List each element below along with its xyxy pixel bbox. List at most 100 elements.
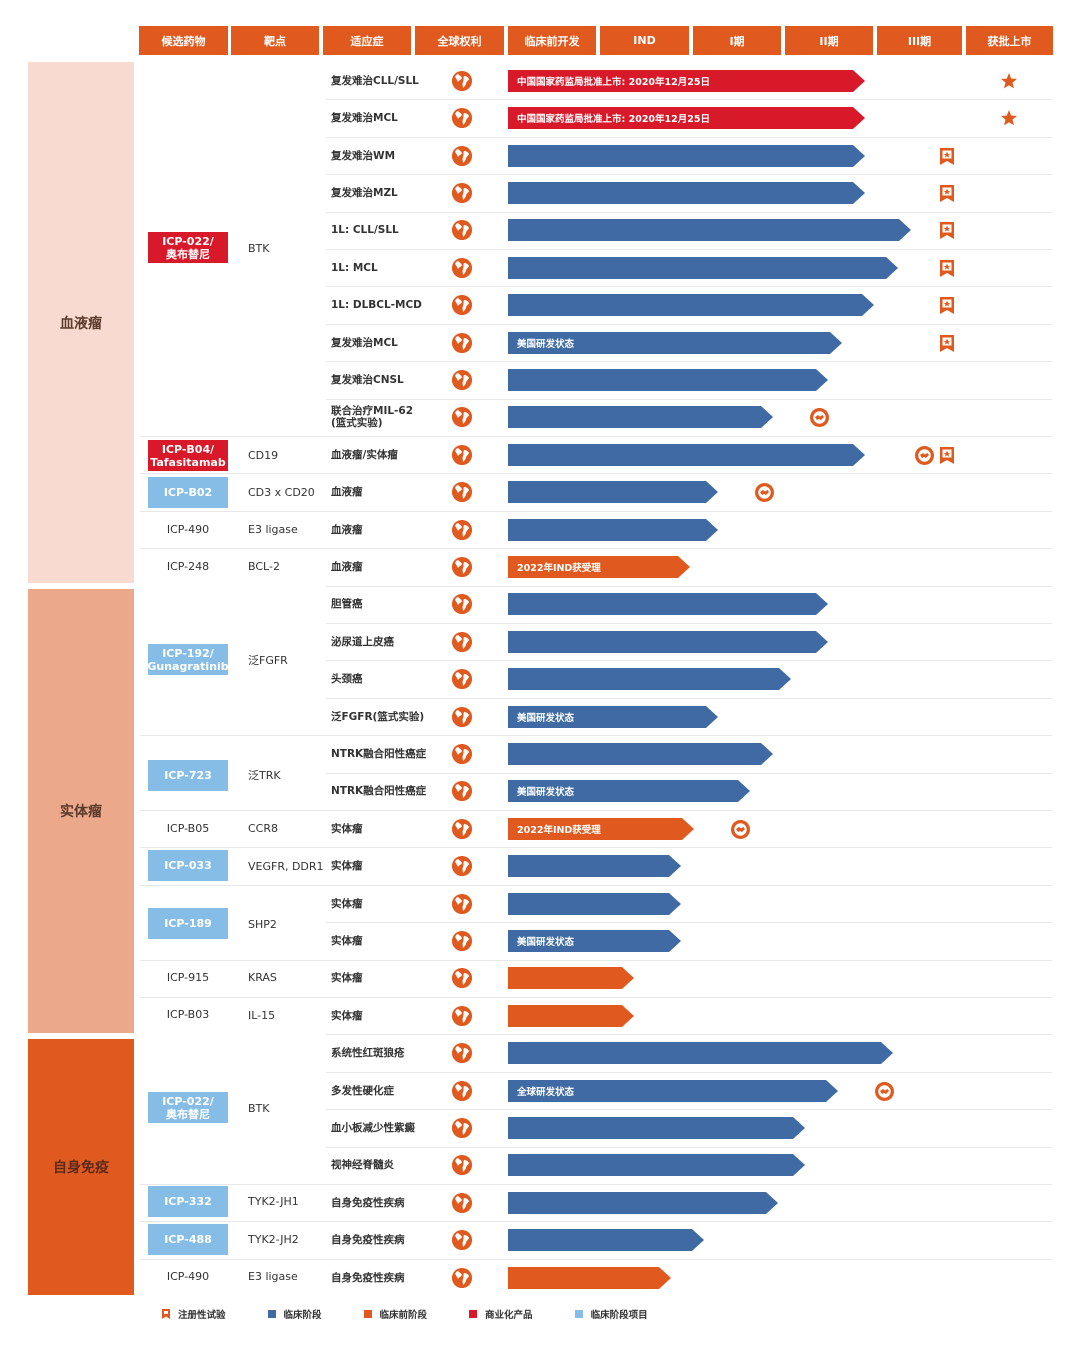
indication-label: 复发难治CNSL [331,374,404,386]
globe-icon [452,1081,472,1101]
indication-label: 实体瘤 [331,935,363,947]
group-separator [140,436,1052,437]
drug-icp-033: ICP-033 [148,850,228,881]
target-kras: KRAS [248,970,277,984]
group-separator [140,810,1052,811]
globe-icon [452,669,472,689]
indication-label: 复发难治CLL/SLL [331,75,419,87]
pipeline-bar [508,1154,805,1176]
row-separator [326,399,1052,400]
indication-label: 实体瘤 [331,1010,363,1022]
legend-label: 临床前阶段 [379,1310,428,1321]
group-separator [140,511,1052,512]
row-separator [326,773,1052,774]
row-separator [326,137,1052,138]
globe-icon [452,1193,472,1213]
legend-item-registrational: 注册性试验 [162,1307,226,1321]
row-separator [326,212,1052,213]
pipeline-bar [508,481,718,503]
pipeline-bar [508,519,718,541]
group-separator [140,1221,1052,1222]
indication-label: 多发性硬化症 [331,1085,394,1097]
target-ccr8: CCR8 [248,821,279,835]
legend-swatch [267,1310,276,1318]
indication-label: 实体瘤 [331,972,363,984]
globe-icon [452,258,472,278]
row-separator [326,1147,1052,1148]
legend-swatch [574,1310,583,1318]
registrational-trial-icon [940,297,954,314]
indication-label: 泌尿道上皮癌 [331,636,394,648]
drug-icp-915: ICP-915 [166,971,210,984]
pipeline-bar: 全球研发状态 [508,1080,838,1102]
globe-icon [452,146,472,166]
registrational-trial-icon [940,185,954,202]
pipeline-bar [508,668,791,690]
target-tyk2-jh2: TYK2-JH2 [248,1232,299,1246]
pipeline-bar [508,855,681,877]
indication-label: 自身免疫性疾病 [331,1272,405,1284]
row-separator [326,361,1052,362]
globe-icon [452,781,472,801]
globe-icon [452,295,472,315]
globe-icon [452,1155,472,1175]
pipeline-bar [508,743,773,765]
pipeline-bar [508,406,773,428]
globe-icon [452,220,472,240]
legend-swatch [469,1310,478,1318]
header-target: 靶点 [231,26,319,55]
indication-label: 头颈癌 [331,673,363,685]
indication-label: 实体瘤 [331,823,363,835]
pipeline-bar: 中国国家药监局批准上市: 2020年12月25日 [508,70,865,92]
indication-label: 血液瘤/实体瘤 [331,449,398,461]
globe-icon [452,594,472,614]
pipeline-bar [508,893,681,915]
category-label: 血液瘤 [60,315,102,332]
approved-star-icon [1000,109,1018,127]
row-separator [326,286,1052,287]
globe-icon [452,183,472,203]
pipeline-bar: 美国研发状态 [508,930,681,952]
partnership-icon [915,446,934,465]
indication-label: 1L: MCL [331,262,378,274]
partnership-icon [810,408,829,427]
category-solid-tumor: 实体瘤 [28,589,134,1033]
indication-label: 复发难治MZL [331,187,398,199]
indication-label: 血液瘤 [331,486,363,498]
pipeline-bar [508,219,911,241]
target-pan-fgfr: 泛FGFR [248,654,288,667]
registrational-trial-icon [940,222,954,239]
target-vegfr-ddr1: VEGFR, DDR1 [248,859,324,873]
globe-icon [452,445,472,465]
category-autoimmune: 自身免疫 [28,1039,134,1295]
pipeline-bar: 美国研发状态 [508,780,750,802]
group-separator [140,1259,1052,1260]
row-separator [326,99,1052,100]
target-bcl-2: BCL-2 [248,559,280,573]
indication-label: 胆管癌 [331,598,363,610]
globe-icon [452,632,472,652]
indication-label: 泛FGFR(篮式实验) [331,711,425,723]
globe-icon [452,819,472,839]
indication-label: 复发难治MCL [331,112,398,124]
group-separator [140,735,1052,736]
drug-icp-189: ICP-189 [148,908,228,939]
group-separator [140,997,1052,998]
pipeline-bar [508,145,865,167]
drug-icp-b04: ICP-B04/ Tafasitamab [148,440,228,471]
pipeline-bar: 中国国家药监局批准上市: 2020年12月25日 [508,107,865,129]
legend-label: 注册性试验 [178,1310,226,1321]
globe-icon [452,1006,472,1026]
globe-icon [452,482,472,502]
header-global-rights: 全球权利 [415,26,504,55]
drug-icp-b05: ICP-B05 [166,822,210,835]
target-e3-ligase: E3 ligase [248,522,298,536]
target-cd19: CD19 [248,448,279,462]
registrational-trial-icon [940,335,954,352]
globe-icon [452,108,472,128]
drug-icp-488: ICP-488 [148,1224,228,1255]
target-cd3-cd20: CD3 x CD20 [248,485,315,499]
row-separator [326,1109,1052,1110]
row-separator [326,1072,1052,1073]
row-separator [326,660,1052,661]
